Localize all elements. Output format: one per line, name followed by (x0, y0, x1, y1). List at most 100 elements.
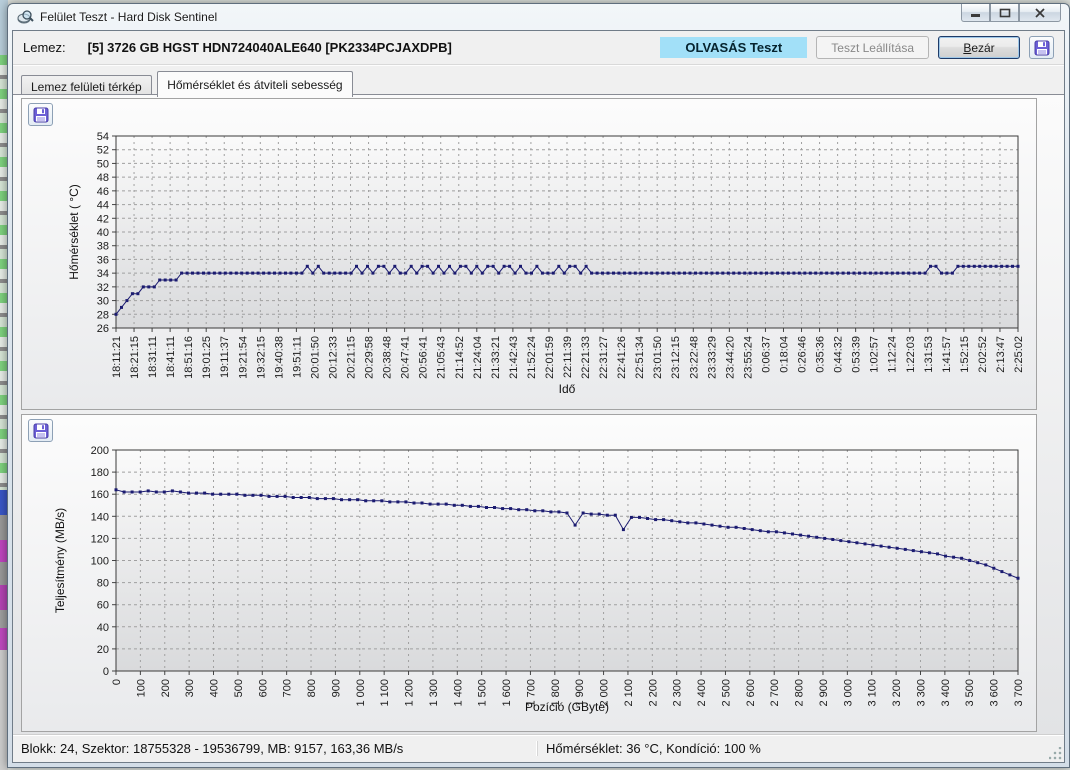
svg-text:21:14:52: 21:14:52 (454, 336, 466, 379)
svg-text:160: 160 (91, 489, 109, 501)
svg-text:2 200: 2 200 (647, 679, 659, 707)
svg-text:1 600: 1 600 (501, 679, 513, 707)
svg-text:19:01:25: 19:01:25 (201, 336, 213, 379)
svg-text:21:05:43: 21:05:43 (436, 336, 448, 379)
svg-text:50: 50 (97, 158, 109, 170)
svg-text:21:33:21: 21:33:21 (490, 336, 502, 379)
svg-text:0:06:37: 0:06:37 (760, 336, 772, 373)
svg-text:2 800: 2 800 (794, 679, 806, 707)
svg-text:0: 0 (111, 679, 123, 685)
svg-text:2 300: 2 300 (672, 679, 684, 707)
svg-text:38: 38 (97, 241, 109, 253)
svg-text:23:12:15: 23:12:15 (670, 336, 682, 379)
svg-text:1:12:24: 1:12:24 (887, 336, 899, 373)
svg-text:1 500: 1 500 (477, 679, 489, 707)
svg-text:52: 52 (97, 145, 109, 157)
save-speed-chart-button[interactable] (28, 419, 53, 442)
svg-text:22:21:33: 22:21:33 (580, 336, 592, 379)
svg-text:42: 42 (97, 213, 109, 225)
svg-text:Pozíció (GByte): Pozíció (GByte) (525, 700, 609, 714)
close-window-button[interactable] (1019, 4, 1061, 22)
svg-text:34: 34 (97, 268, 109, 280)
svg-text:23:55:24: 23:55:24 (742, 336, 754, 379)
svg-text:18:41:11: 18:41:11 (165, 336, 177, 378)
temperature-chart: 26 28 30 32 34 36 38 40 42 44 46 48 50 52 54 18:11:21 18… (22, 99, 1036, 414)
svg-text:300: 300 (184, 679, 196, 697)
svg-text:2 400: 2 400 (696, 679, 708, 707)
svg-text:20:12:33: 20:12:33 (327, 336, 339, 379)
svg-text:1 000: 1 000 (355, 679, 367, 707)
svg-text:100: 100 (135, 679, 147, 697)
svg-text:26: 26 (97, 323, 109, 335)
resize-grip[interactable] (1049, 747, 1062, 760)
disk-label: Lemez: (23, 40, 66, 55)
svg-text:28: 28 (97, 309, 109, 321)
svg-text:36: 36 (97, 254, 109, 266)
svg-text:21:52:24: 21:52:24 (526, 336, 538, 379)
svg-text:3 700: 3 700 (1013, 679, 1025, 707)
close-dialog-button[interactable]: Bezár (938, 36, 1020, 59)
svg-text:700: 700 (282, 679, 294, 697)
svg-text:3 600: 3 600 (989, 679, 1001, 707)
svg-text:23:33:29: 23:33:29 (706, 336, 718, 379)
svg-text:600: 600 (257, 679, 269, 697)
svg-text:Teljesítmény (MB/s): Teljesítmény (MB/s) (53, 508, 67, 613)
maximize-icon (999, 8, 1010, 17)
toolbar: Lemez: [5] 3726 GB HGST HDN724040ALE640 … (13, 31, 1064, 65)
svg-text:2 100: 2 100 (623, 679, 635, 707)
svg-text:1 800: 1 800 (550, 679, 562, 707)
svg-text:1:31:53: 1:31:53 (923, 336, 935, 373)
svg-text:80: 80 (97, 578, 109, 590)
title-bar[interactable]: Felület Teszt - Hard Disk Sentinel (8, 4, 1069, 30)
svg-text:2:13:47: 2:13:47 (995, 336, 1007, 373)
svg-text:1:41:57: 1:41:57 (941, 336, 953, 373)
svg-text:1:22:03: 1:22:03 (905, 336, 917, 373)
svg-text:48: 48 (97, 172, 109, 184)
svg-text:2:25:02: 2:25:02 (1013, 336, 1025, 373)
svg-text:900: 900 (330, 679, 342, 697)
svg-text:3 200: 3 200 (891, 679, 903, 707)
tab-temperature-speed[interactable]: Hőmérséklet és átviteli sebesség (157, 71, 353, 97)
svg-text:3 400: 3 400 (940, 679, 952, 707)
maximize-button[interactable] (990, 4, 1019, 22)
svg-text:0:35:36: 0:35:36 (815, 336, 827, 373)
svg-text:120: 120 (91, 533, 109, 545)
desktop-background-strip (0, 0, 8, 770)
svg-text:18:11:21: 18:11:21 (111, 336, 123, 378)
svg-text:0:18:04: 0:18:04 (778, 336, 790, 373)
svg-text:30: 30 (97, 296, 109, 308)
svg-text:22:01:59: 22:01:59 (544, 336, 556, 379)
svg-text:18:21:15: 18:21:15 (129, 336, 141, 379)
speed-chart-panel: 0 20 40 60 80 100 120 140 160 180 200 0 100 200 300 400… (21, 414, 1037, 732)
svg-text:20:56:41: 20:56:41 (418, 336, 430, 379)
svg-text:180: 180 (91, 467, 109, 479)
svg-text:19:51:11: 19:51:11 (291, 336, 303, 378)
svg-text:3 000: 3 000 (842, 679, 854, 707)
main-window: Felület Teszt - Hard Disk Sentinel Lemez… (7, 3, 1070, 768)
svg-text:2 000: 2 000 (599, 679, 611, 707)
svg-text:44: 44 (97, 200, 109, 212)
svg-text:18:51:16: 18:51:16 (183, 336, 195, 379)
svg-text:21:42:43: 21:42:43 (508, 336, 520, 379)
svg-text:1 900: 1 900 (574, 679, 586, 707)
svg-text:1:52:15: 1:52:15 (959, 336, 971, 373)
svg-text:400: 400 (209, 679, 221, 697)
svg-text:23:44:20: 23:44:20 (724, 336, 736, 379)
stop-test-button[interactable]: Teszt Leállítása (816, 36, 929, 59)
disk-value: [5] 3726 GB HGST HDN724040ALE640 [PK2334… (87, 40, 452, 55)
speed-chart: 0 20 40 60 80 100 120 140 160 180 200 0 100 200 300 400… (22, 415, 1036, 736)
window-title: Felület Teszt - Hard Disk Sentinel (40, 10, 218, 24)
save-report-button[interactable] (1029, 36, 1054, 59)
svg-text:22:51:34: 22:51:34 (634, 336, 646, 379)
app-icon (17, 10, 34, 24)
save-temperature-chart-button[interactable] (28, 103, 53, 126)
svg-text:40: 40 (97, 622, 109, 634)
svg-text:46: 46 (97, 186, 109, 198)
svg-text:20: 20 (97, 644, 109, 656)
svg-text:20:01:50: 20:01:50 (309, 336, 321, 379)
svg-text:500: 500 (233, 679, 245, 697)
svg-text:1 200: 1 200 (404, 679, 416, 707)
svg-text:0: 0 (103, 666, 109, 678)
minimize-button[interactable] (961, 4, 990, 22)
save-icon (33, 423, 48, 438)
